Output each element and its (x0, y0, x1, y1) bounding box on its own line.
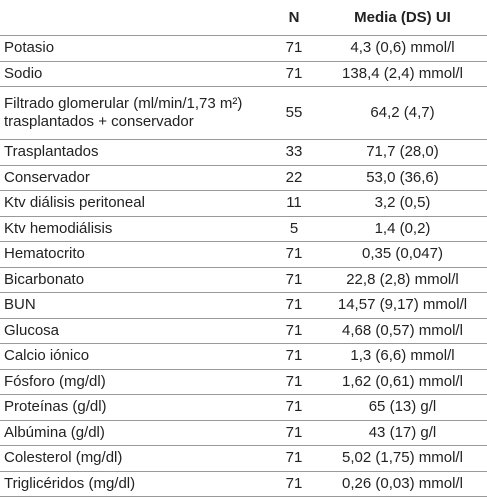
table-row: Potasio 71 4,3 (0,6) mmol/l (0, 35, 487, 62)
row-value: 43 (17) g/l (318, 420, 487, 446)
table-body: Potasio 71 4,3 (0,6) mmol/l Sodio 71 138,4 (2… (0, 35, 487, 497)
row-label: Filtrado glomerular (ml/min/1,73 m²) tras… (0, 86, 270, 140)
row-n: 11 (270, 190, 318, 217)
row-value: 53,0 (36,6) (318, 165, 487, 191)
row-n: 71 (270, 420, 318, 446)
row-value: 4,68 (0,57) mmol/l (318, 318, 487, 344)
header-row: N Media (DS) UI (0, 0, 487, 36)
row-value: 14,57 (9,17) mmol/l (318, 292, 487, 319)
row-label: Trasplantados (0, 139, 270, 166)
row-label: Proteínas (g/dl) (0, 394, 270, 421)
table-row: Hematocrito 71 0,35 (0,047) (0, 241, 487, 268)
row-value: 65 (13) g/l (318, 394, 487, 421)
row-n: 55 (270, 86, 318, 140)
row-label: Albúmina (g/dl) (0, 420, 270, 446)
row-value: 1,3 (6,6) mmol/l (318, 343, 487, 370)
row-n: 71 (270, 241, 318, 268)
row-value: 71,7 (28,0) (318, 139, 487, 166)
table-row: Filtrado glomerular (ml/min/1,73 m²) tras… (0, 86, 487, 140)
row-label: Sodio (0, 61, 270, 87)
row-value: 0,26 (0,03) mmol/l (318, 471, 487, 497)
table-row: Sodio 71 138,4 (2,4) mmol/l (0, 61, 487, 87)
table-row: Glucosa 71 4,68 (0,57) mmol/l (0, 318, 487, 344)
table-row: Calcio iónico 71 1,3 (6,6) mmol/l (0, 343, 487, 370)
row-value: 0,35 (0,047) (318, 241, 487, 268)
row-n: 71 (270, 318, 318, 344)
row-label: Colesterol (mg/dl) (0, 445, 270, 472)
header-n: N (270, 0, 318, 36)
row-label: Ktv hemodiálisis (0, 216, 270, 242)
table-row: Albúmina (g/dl) 71 43 (17) g/l (0, 420, 487, 446)
label-line: Filtrado glomerular (ml/min/1,73 m²) (4, 95, 243, 112)
row-label: Glucosa (0, 318, 270, 344)
row-n: 71 (270, 445, 318, 472)
row-n: 71 (270, 369, 318, 395)
row-label: BUN (0, 292, 270, 319)
table-row: Colesterol (mg/dl) 71 5,02 (1,75) mmol/l (0, 445, 487, 472)
table-row: Bicarbonato 71 22,8 (2,8) mmol/l (0, 267, 487, 293)
row-n: 71 (270, 61, 318, 87)
table-row: Ktv hemodiálisis 5 1,4 (0,2) (0, 216, 487, 242)
header-blank (0, 0, 270, 36)
row-value: 64,2 (4,7) (318, 86, 487, 140)
row-n: 71 (270, 343, 318, 370)
table-row: Conservador 22 53,0 (36,6) (0, 165, 487, 191)
table-row: BUN 71 14,57 (9,17) mmol/l (0, 292, 487, 319)
row-value: 3,2 (0,5) (318, 190, 487, 217)
row-n: 5 (270, 216, 318, 242)
row-label: Triglicéridos (mg/dl) (0, 471, 270, 497)
row-label: Ktv diálisis peritoneal (0, 190, 270, 217)
table-row: Triglicéridos (mg/dl) 71 0,26 (0,03) mmol/… (0, 471, 487, 497)
row-label: Conservador (0, 165, 270, 191)
row-label: Potasio (0, 35, 270, 62)
header-value: Media (DS) UI (318, 0, 487, 36)
row-label: Bicarbonato (0, 267, 270, 293)
row-n: 22 (270, 165, 318, 191)
row-value: 1,62 (0,61) mmol/l (318, 369, 487, 395)
row-n: 33 (270, 139, 318, 166)
row-value: 5,02 (1,75) mmol/l (318, 445, 487, 472)
row-value: 22,8 (2,8) mmol/l (318, 267, 487, 293)
row-n: 71 (270, 292, 318, 319)
row-value: 138,4 (2,4) mmol/l (318, 61, 487, 87)
row-label: Fósforo (mg/dl) (0, 369, 270, 395)
row-value: 4,3 (0,6) mmol/l (318, 35, 487, 62)
row-n: 71 (270, 394, 318, 421)
label-line: trasplantados + conservador (4, 113, 194, 130)
row-n: 71 (270, 471, 318, 497)
table-row: Ktv diálisis peritoneal 11 3,2 (0,5) (0, 190, 487, 217)
row-n: 71 (270, 35, 318, 62)
table-row: Trasplantados 33 71,7 (28,0) (0, 139, 487, 166)
table-row: Fósforo (mg/dl) 71 1,62 (0,61) mmol/l (0, 369, 487, 395)
row-n: 71 (270, 267, 318, 293)
row-label: Calcio iónico (0, 343, 270, 370)
row-value: 1,4 (0,2) (318, 216, 487, 242)
row-label: Hematocrito (0, 241, 270, 268)
table-row: Proteínas (g/dl) 71 65 (13) g/l (0, 394, 487, 421)
